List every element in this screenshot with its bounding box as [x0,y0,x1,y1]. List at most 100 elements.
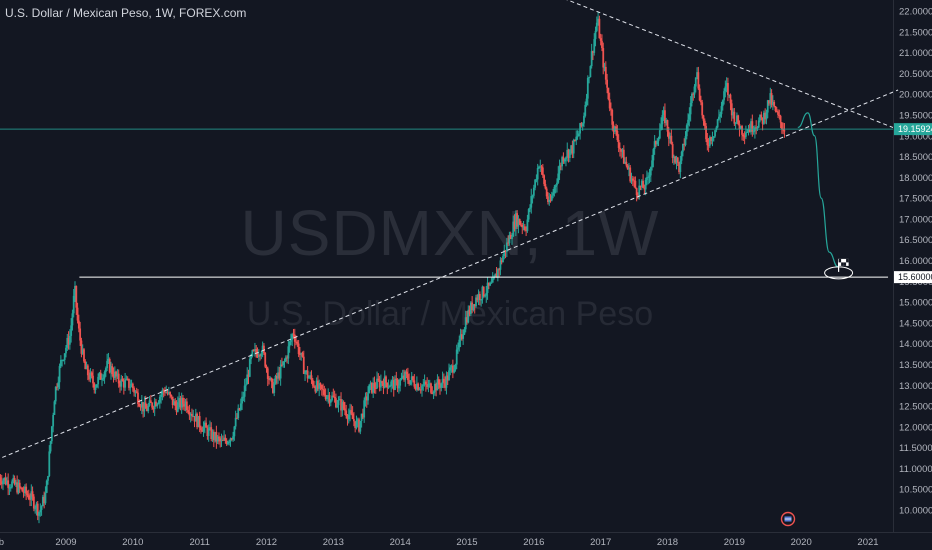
candle-body [417,383,420,390]
flag-check [838,258,842,263]
candle-body [338,399,341,401]
candle-body [625,161,628,166]
candle-body [346,415,349,420]
candle-body [760,114,763,118]
candle-body [502,256,504,263]
time-axis[interactable]: Feb 2009 2010 2011 2012 2013 2014 2015 2016 2017 2… [0,532,932,549]
candle-body [311,379,314,386]
candle-body [616,130,619,140]
candle-body [473,304,476,307]
candle-body [534,179,537,188]
candle-body [56,386,58,388]
candle-body [50,426,53,442]
candle-body [727,83,729,95]
candle-body [635,188,638,196]
candle-body [106,360,109,369]
candle-body [110,366,112,373]
candle-body [94,387,97,390]
candle-body [486,282,489,294]
candle-body [728,94,731,96]
candle-body [734,122,737,124]
candle-body [75,285,78,308]
candle-body [732,111,734,116]
candle-body [215,431,218,442]
candle-body [572,140,575,154]
watermark-symbol: USDMXN, 1W [241,197,660,269]
candle-body [553,186,556,193]
candle-body [138,403,141,407]
candle-body [782,129,785,131]
candle-body [120,378,123,387]
candle-body [58,366,61,383]
candle-body [455,349,458,365]
candle-body [175,405,178,412]
candle-body [570,145,573,150]
current-price-badge [894,123,932,136]
candle-body [282,361,285,366]
candle-body [716,119,719,128]
candle-body [30,491,33,500]
candle-body [586,77,589,99]
candle-body [305,370,308,373]
candle-body [62,359,65,361]
candle-body [710,137,713,141]
candle-body [340,399,342,411]
candle-body [351,413,354,420]
candle-body [675,157,678,163]
candle-body [83,349,85,362]
candle-body [730,103,733,116]
candle-body [274,375,277,384]
price-axis[interactable]: 22.00000 21.50000 21.00000 20.50000 20.00000… [893,0,932,532]
candle-body [4,477,7,485]
candle-body [630,178,633,182]
candle-body [246,374,249,385]
candle-body [466,317,468,323]
candle-body [318,383,321,389]
candle-body [446,375,449,381]
price-tick-label: 11.50000 [899,443,932,454]
candle-body [424,381,427,385]
candle-body [269,378,272,380]
candle-body [23,486,26,493]
candle-body [5,480,8,485]
candle-body [541,167,544,176]
candle-body [161,390,164,395]
price-tick-label: 10.50000 [899,485,932,496]
candle-body [88,375,91,380]
candle-body [408,380,411,385]
candle-body [671,144,674,158]
candle-body [49,441,52,452]
price-tick-label: 15.00000 [899,298,932,309]
candle-body [523,226,526,231]
candle-body [432,391,435,394]
candle-body [693,86,696,95]
candle-body [714,130,716,137]
candle-body [113,371,116,378]
candle-body [372,383,375,393]
candle-body [508,234,511,244]
candle-body [620,149,623,152]
candle-body [57,382,60,388]
candle-body [481,286,484,300]
candle-body [661,115,664,125]
candle-body [257,355,260,357]
candle-body [574,140,576,142]
candle-body [207,428,210,436]
candle-body [441,378,444,384]
candle-body [355,420,358,429]
candle-body [556,182,558,186]
candle-body [458,339,461,348]
candle-body [391,380,394,382]
candle-body [514,213,517,230]
candle-body [444,382,447,388]
candle-body [281,364,283,366]
candle-body [71,313,74,326]
candle-body [500,260,503,263]
candle-body [35,503,38,509]
candle-body [770,93,773,105]
candle-body [374,387,377,389]
candle-body [171,396,174,406]
candle-body [696,72,698,78]
